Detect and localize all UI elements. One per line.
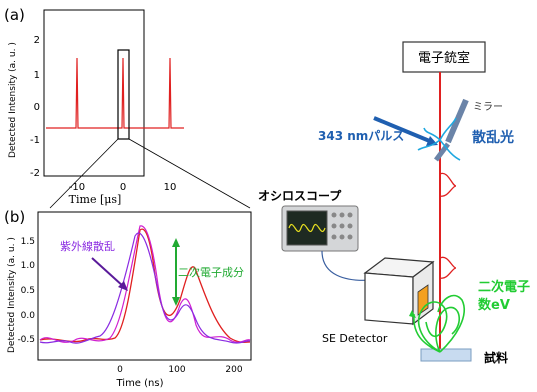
panel-a-ytick: 0 bbox=[34, 102, 40, 113]
setup-diagram: 電子銃室 ミラー 343 nmパルス 散乱光 オシロスコープ bbox=[258, 41, 530, 365]
panel-a-ylabel: Detected Intensity (a. u. ) bbox=[8, 42, 18, 158]
oscilloscope-knobs bbox=[331, 212, 353, 240]
secondary-electron-trajectories bbox=[413, 294, 465, 353]
arrow-uv-scatter bbox=[91, 257, 125, 288]
electron-gun-chamber bbox=[402, 41, 486, 73]
panel-b-xtick: 0 bbox=[117, 365, 123, 375]
panel-a: (a) Detected Intensity (a. u. ) 2 1 0 -1… bbox=[4, 6, 251, 209]
zoom-line-right bbox=[128, 138, 251, 209]
sample-block bbox=[420, 348, 472, 362]
arrowhead-se-bottom bbox=[172, 297, 180, 306]
panel-b-xtick: 100 bbox=[168, 365, 185, 375]
annotation-secondary-electron: 二次電子成分 bbox=[178, 265, 244, 279]
se-arrowhead bbox=[409, 310, 416, 318]
panel-a-xtick: -10 bbox=[69, 182, 85, 193]
scattered-light-label: 散乱光 bbox=[472, 129, 514, 146]
panel-a-ytick: 2 bbox=[34, 35, 40, 46]
panel-b-label: (b) bbox=[4, 208, 25, 226]
panel-b-ytick: 0.5 bbox=[21, 286, 35, 296]
oscilloscope-label: オシロスコープ bbox=[258, 188, 342, 203]
arrowhead-uv-scatter bbox=[118, 281, 128, 291]
zoom-box bbox=[117, 49, 130, 140]
sample-label: 試料 bbox=[484, 350, 508, 365]
curve-purple bbox=[39, 232, 251, 344]
annotation-uv-scatter: 紫外線散乱 bbox=[60, 239, 115, 253]
panel-b-xtick: 200 bbox=[225, 365, 242, 375]
zoom-line-left bbox=[49, 138, 119, 209]
panel-b-ytick: -0.5 bbox=[17, 335, 35, 345]
secondary-electrons-energy-label: 数eV bbox=[478, 297, 510, 313]
beam-pulse-2 bbox=[439, 256, 457, 279]
panel-a-ytick: 1 bbox=[34, 70, 40, 81]
panel-b-xlabel: Time (ns) bbox=[115, 378, 163, 389]
scattered-light-arrows bbox=[417, 117, 461, 161]
panel-a-ytick: -1 bbox=[30, 135, 40, 146]
panel-a-xtick: 0 bbox=[120, 182, 126, 193]
panel-b-ylabel: Detected Intensity (a. u. ) bbox=[7, 237, 17, 353]
mirror-label: ミラー bbox=[473, 101, 503, 113]
panel-a-xlabel: Time [μs] bbox=[69, 193, 122, 206]
panel-a-trace bbox=[46, 57, 184, 129]
se-detector bbox=[363, 257, 435, 326]
panel-b-ytick: 0.0 bbox=[21, 311, 36, 321]
mirror bbox=[445, 98, 469, 144]
panel-b: (b) Detected Intensity (a. u. ) 1.5 1.0 … bbox=[4, 208, 252, 389]
electron-gun-chamber-label: 電子銃室 bbox=[418, 50, 470, 66]
beam-splitter bbox=[434, 142, 450, 162]
oscilloscope-waveform bbox=[288, 224, 326, 232]
panel-a-ytick: -2 bbox=[30, 168, 40, 179]
se-detector-label: SE Detector bbox=[322, 332, 388, 345]
secondary-electrons-label: 二次電子 bbox=[478, 279, 530, 295]
laser-pulse-label: 343 nmパルス bbox=[318, 129, 404, 143]
curve-magenta bbox=[39, 225, 251, 343]
panel-a-xtick: 10 bbox=[164, 182, 177, 193]
panel-b-ytick: 1.0 bbox=[21, 261, 36, 271]
laser-pulse-arrow bbox=[373, 116, 433, 144]
panel-b-ytick: 1.5 bbox=[21, 237, 35, 247]
beam-pulse-1 bbox=[439, 172, 457, 197]
panel-a-label: (a) bbox=[4, 6, 25, 24]
panel-b-frame bbox=[37, 211, 252, 361]
panel-a-frame bbox=[43, 9, 145, 177]
arrowhead-se-top bbox=[172, 238, 180, 247]
